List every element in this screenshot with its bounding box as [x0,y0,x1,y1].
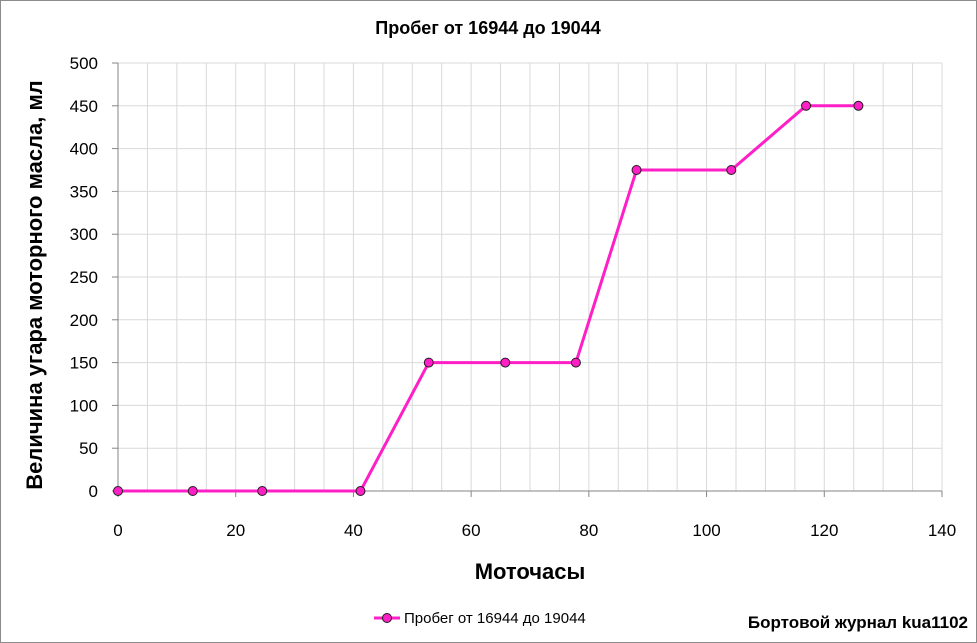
x-tick-label: 100 [692,521,720,540]
data-point [355,486,366,496]
chart-title: Пробег от 16944 до 19044 [375,18,600,38]
y-tick-label: 0 [89,482,98,501]
data-point [113,486,123,496]
data-point [631,165,642,175]
data-point [500,357,511,368]
x-tick-label: 60 [462,521,481,540]
plot-area: 0 20 40 60 80 100 120 140 0 50 100 150 200 250 300 350… [70,54,957,540]
x-tick-label: 140 [928,521,956,540]
y-tick-label: 50 [79,439,98,458]
x-tick-label: 20 [226,521,245,540]
y-tick-label: 400 [70,140,98,159]
x-tick-label: 40 [344,521,363,540]
x-tick-labels: 0 20 40 60 80 100 120 140 [113,521,956,540]
y-tick-label: 250 [70,268,98,287]
data-point [801,100,812,111]
axes [112,62,943,497]
legend-marker-swatch [382,613,392,623]
y-tick-label: 500 [70,54,98,73]
legend: Пробег от 16944 до 19044 [374,610,586,627]
grid [117,62,943,492]
data-point [853,100,864,111]
y-tick-label: 450 [70,97,98,116]
data-point [423,357,434,368]
y-tick-label: 100 [70,396,98,415]
x-tick-label: 80 [579,521,598,540]
data-point [187,486,198,496]
y-tick-label: 150 [70,354,98,373]
series-line [118,104,859,493]
y-tick-label: 350 [70,182,98,201]
data-point [257,486,268,496]
legend-label: Пробег от 16944 до 19044 [404,610,586,627]
y-tick-label: 300 [70,225,98,244]
y-axis-title: Величина угара моторного масла, мл [22,80,47,490]
data-point [726,165,737,175]
y-tick-label: 200 [70,311,98,330]
x-axis-title: Моточасы [475,559,586,584]
x-tick-label: 0 [113,521,122,540]
y-tick-labels: 0 50 100 150 200 250 300 350 400 450 500 [70,54,98,501]
data-point [570,357,581,368]
footer-caption: Бортовой журнал kua1102 [748,613,968,632]
x-tick-label: 120 [810,521,838,540]
series-layer [113,100,864,496]
